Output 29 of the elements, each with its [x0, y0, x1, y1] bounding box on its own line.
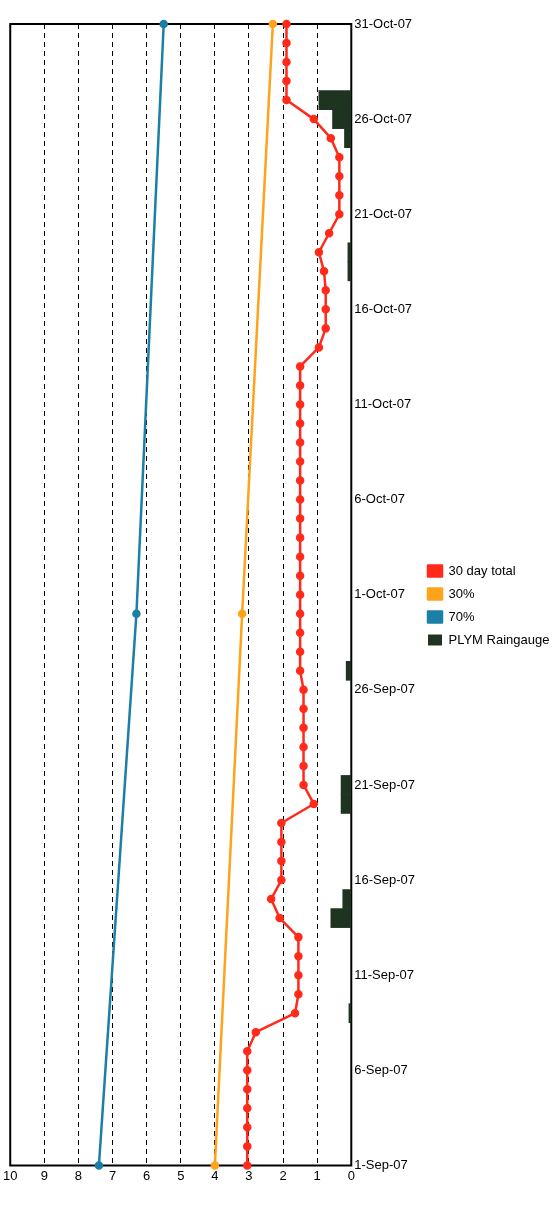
- legend-label: PLYM Raingauge: [448, 631, 550, 647]
- y-tick-label: 26-Oct-07: [354, 110, 413, 126]
- y-tick-label: 16-Sep-07: [354, 871, 416, 887]
- x-tick-label: 6: [143, 1167, 151, 1183]
- x-tick-label: 5: [177, 1167, 185, 1183]
- y-tick-label: 21-Oct-07: [354, 205, 413, 221]
- legend-label: 30%: [448, 585, 475, 601]
- x-tick-label: 3: [245, 1167, 253, 1183]
- y-tick-label: 1-Sep-07: [354, 1156, 408, 1172]
- y-tick-label: 6-Oct-07: [354, 491, 405, 507]
- x-tick-label: 8: [74, 1167, 83, 1183]
- x-tick-label: 7: [108, 1167, 117, 1183]
- legend-label: 70%: [448, 608, 475, 624]
- x-tick-label: 0: [347, 1167, 355, 1183]
- bar: [345, 660, 352, 681]
- y-tick-label: 26-Sep-07: [354, 681, 416, 697]
- x-tick-label: 9: [40, 1167, 48, 1183]
- x-tick-label: 2: [279, 1167, 287, 1183]
- x-tick-label: 10: [3, 1167, 18, 1183]
- x-tick-label: 4: [211, 1167, 219, 1183]
- legend-label: 30 day total: [448, 562, 516, 578]
- y-tick-label: 11-Oct-07: [354, 396, 412, 412]
- y-tick-label: 21-Sep-07: [354, 776, 416, 792]
- y-tick-label: 31-Oct-07: [354, 15, 413, 31]
- y-tick-label: 1-Oct-07: [354, 586, 405, 602]
- y-tick-label: 6-Sep-07: [354, 1061, 408, 1077]
- x-tick-label: 1: [313, 1167, 321, 1183]
- y-tick-label: 16-Oct-07: [354, 300, 413, 316]
- y-tick-label: 11-Sep-07: [354, 966, 415, 982]
